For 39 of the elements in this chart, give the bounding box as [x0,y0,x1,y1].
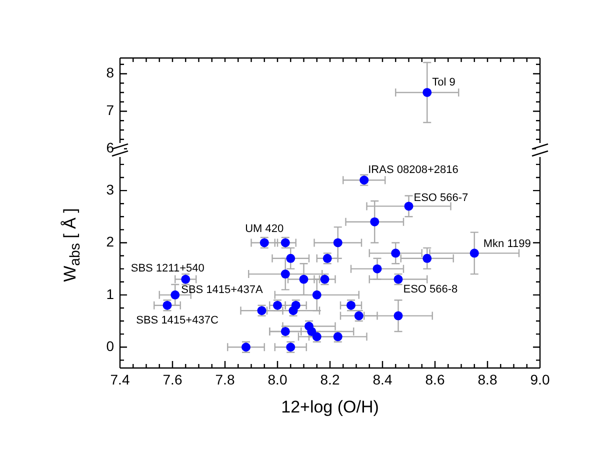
x-tick-label: 8.6 [425,371,445,388]
annotation: SBS 1415+437A [181,284,264,296]
point [372,264,382,274]
annotation: UM 420 [245,222,284,235]
y-tick-label: 8 [106,64,114,81]
x-tick-label: 9.0 [530,371,550,388]
point [394,311,403,320]
y-tick-label: 6 [106,140,114,156]
point [470,248,479,258]
point [280,270,290,279]
annotation: ESO 566-7 [414,192,468,204]
x-axis-title: 12+log (O/H) [281,397,379,416]
point [312,290,322,300]
x-tick-label: 7.4 [110,371,130,388]
point [404,202,414,211]
point [299,274,308,284]
y-tick-label: 1 [106,286,114,302]
x-tick-label: 7.8 [215,371,235,388]
point [333,238,342,248]
point [170,290,180,300]
annotation: Mkn 1199 [483,238,531,250]
annotation: Tol 9 [432,76,456,89]
annotation: IRAS 08208+2816 [368,164,458,176]
x-tick-label: 8.4 [372,371,392,388]
point [422,254,432,263]
point [370,217,380,226]
annotation: ESO 566-8 [403,283,458,296]
y-tick-label: 7 [106,102,114,118]
x-tick-label: 8.8 [478,371,498,388]
x-tick-label: 8.2 [320,371,340,388]
y-tick-label: 3 [106,181,114,198]
annotation: SBS 1415+437C [136,314,218,326]
x-tick-label: 8.0 [268,371,288,388]
point [286,254,296,263]
point [391,248,400,258]
x-tick-label: 7.6 [162,371,182,388]
y-tick-label: 2 [106,234,114,250]
annotation: SBS 1211+540 [130,262,204,274]
y-tick-label: 0 [106,338,114,354]
